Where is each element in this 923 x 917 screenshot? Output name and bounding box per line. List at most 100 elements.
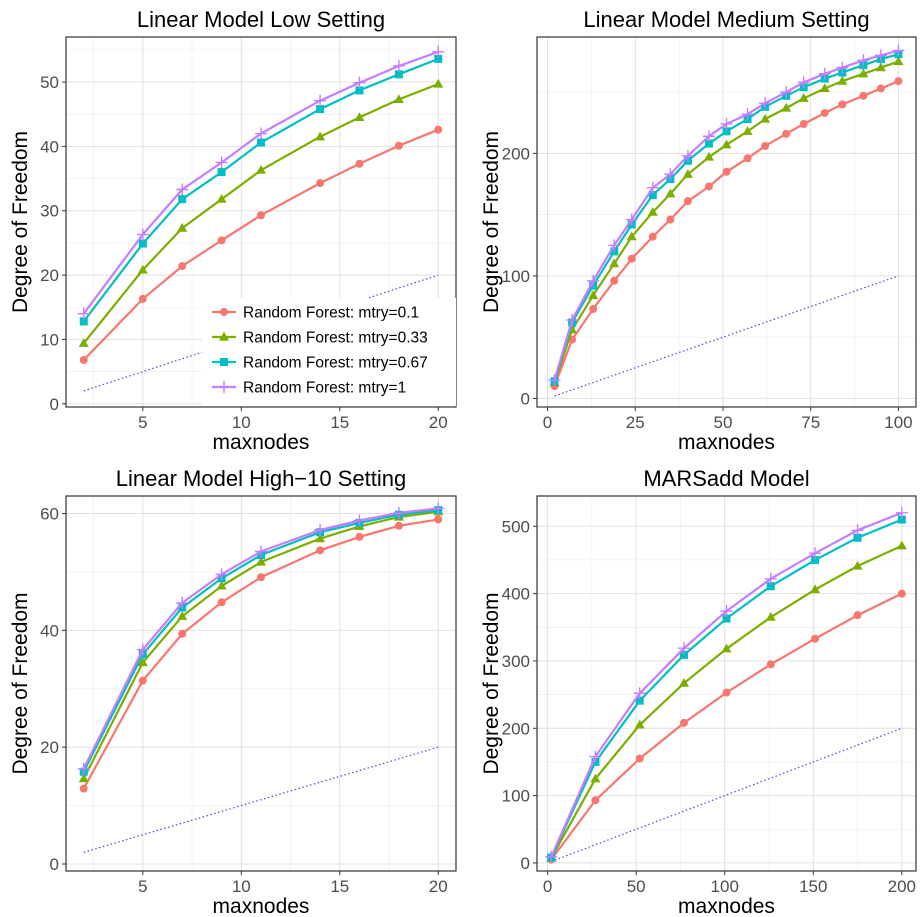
data-point-square xyxy=(766,582,775,591)
y-tick-label: 400 xyxy=(502,585,530,604)
x-tick-label: 150 xyxy=(799,877,827,896)
data-point-plus xyxy=(664,168,677,181)
data-point-circle xyxy=(853,611,862,620)
y-tick-label: 20 xyxy=(40,266,59,285)
legend-label: Random Forest: mtry=0.67 xyxy=(243,355,428,372)
data-point-circle xyxy=(589,304,598,313)
data-point-plus xyxy=(77,762,90,775)
x-axis-label: maxnodes xyxy=(678,895,775,917)
data-point-plus xyxy=(255,127,267,140)
series-2 xyxy=(549,56,904,387)
data-point-circle xyxy=(217,236,226,245)
data-point-triangle xyxy=(433,78,444,88)
data-point-triangle xyxy=(852,560,863,570)
gridlines xyxy=(537,496,916,871)
data-point-plus xyxy=(720,605,733,618)
data-point-plus xyxy=(780,86,793,99)
data-point-plus xyxy=(215,156,228,169)
x-tick-label: 100 xyxy=(884,413,912,432)
data-point-circle xyxy=(666,215,675,224)
data-point-plus xyxy=(720,117,733,130)
data-point-triangle xyxy=(177,611,188,620)
data-point-circle xyxy=(820,108,829,117)
data-point-circle xyxy=(591,796,600,805)
series-3 xyxy=(79,54,443,326)
series-3 xyxy=(547,515,906,862)
data-point-plus xyxy=(587,274,600,287)
data-point-triangle xyxy=(810,584,821,594)
legend-key-plus xyxy=(218,381,230,393)
data-point-plus xyxy=(895,506,908,519)
legend: Random Forest: mtry=0.1 Random Forest: mt… xyxy=(202,298,456,406)
data-point-triangle xyxy=(78,338,89,347)
x-tick-label: 10 xyxy=(232,877,251,896)
data-point-circle xyxy=(838,100,847,109)
x-tick-label: 0 xyxy=(543,877,552,896)
data-point-plus xyxy=(176,183,189,196)
x-tick-label: 200 xyxy=(888,877,916,896)
y-tick-label: 50 xyxy=(40,73,59,92)
data-point-plus xyxy=(702,130,715,143)
series-line xyxy=(550,544,903,859)
data-point-triangle xyxy=(137,657,148,667)
data-point-circle xyxy=(138,294,147,303)
data-point-circle xyxy=(257,211,265,220)
y-tick-label: 0 xyxy=(50,855,59,874)
data-point-circle xyxy=(394,521,403,530)
data-point-circle xyxy=(178,262,187,271)
data-point-plus xyxy=(77,307,90,320)
chart-panel-3: Linear Model High−10 Setting 5 10 15 20 0 20 40… xyxy=(9,466,457,917)
y-tick-label: 40 xyxy=(40,621,59,640)
series-1 xyxy=(79,125,443,365)
data-point-plus xyxy=(136,643,149,656)
legend-label: Random Forest: mtry=0.1 xyxy=(243,305,419,322)
series-4 xyxy=(548,44,905,387)
data-point-triangle xyxy=(875,62,886,72)
data-point-circle xyxy=(859,91,868,100)
y-tick-label: 0 xyxy=(521,389,530,408)
y-axis-label: Degree of Freedom xyxy=(9,592,32,774)
data-point-plus xyxy=(797,76,810,89)
data-point-circle xyxy=(610,276,619,285)
y-tick-label: 200 xyxy=(502,719,530,738)
data-point-circle xyxy=(355,532,364,541)
data-point-plus xyxy=(392,506,405,519)
data-point-triangle xyxy=(819,83,830,93)
data-point-plus xyxy=(809,547,822,560)
data-point-triangle xyxy=(216,580,227,590)
data-point-triangle xyxy=(256,165,266,174)
data-point-triangle xyxy=(760,113,771,123)
series-4 xyxy=(545,506,908,863)
legend-label: Random Forest: mtry=1 xyxy=(243,380,406,397)
data-point-triangle xyxy=(626,231,637,241)
data-point-triangle xyxy=(354,112,365,122)
series-line xyxy=(553,60,899,383)
data-point-triangle xyxy=(798,93,809,102)
data-point-triangle xyxy=(893,56,904,66)
data-point-triangle xyxy=(315,533,326,543)
data-point-circle xyxy=(876,84,885,93)
data-point-plus xyxy=(566,314,579,327)
y-tick-label: 200 xyxy=(502,144,530,163)
chart-panel-1: Linear Model Low Setting 5 10 15 20 0 10 20 30 40… xyxy=(9,7,457,454)
series-4 xyxy=(77,45,445,320)
series-2 xyxy=(78,78,444,347)
data-point-triangle xyxy=(721,643,732,653)
y-tick-label: 500 xyxy=(502,517,530,536)
data-point-circle xyxy=(683,197,692,206)
data-point-square xyxy=(79,317,88,326)
data-point-square xyxy=(722,614,731,623)
panel-border xyxy=(65,495,457,872)
data-point-square xyxy=(722,127,731,136)
data-point-triangle xyxy=(78,773,89,783)
data-point-plus xyxy=(176,596,189,609)
data-point-circle xyxy=(704,182,713,191)
data-point-circle xyxy=(138,676,147,685)
data-point-circle xyxy=(897,589,906,598)
data-point-triangle xyxy=(896,540,907,550)
legend-label: Random Forest: mtry=0.33 xyxy=(243,330,428,347)
data-point-square xyxy=(257,138,265,147)
x-tick-label: 0 xyxy=(543,413,552,432)
data-point-circle xyxy=(679,718,688,727)
data-point-circle xyxy=(766,660,775,669)
